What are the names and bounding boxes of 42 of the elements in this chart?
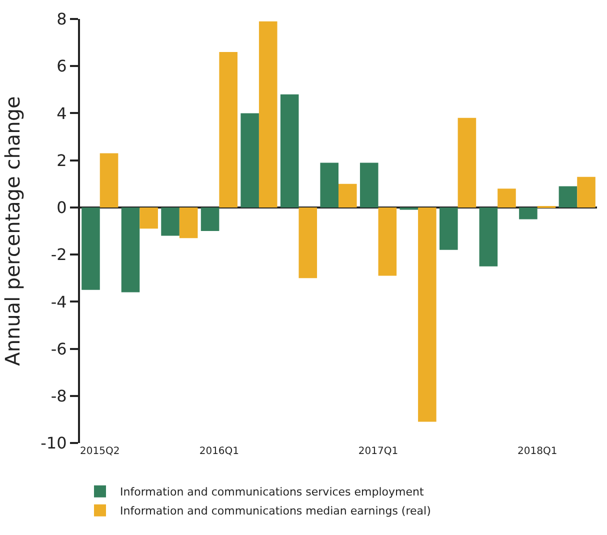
y-tick-label: 2 [56, 150, 67, 170]
y-tick-label: -2 [50, 245, 67, 264]
bar [320, 162, 338, 208]
x-tick-label: 2015Q2 [80, 446, 120, 457]
bar [440, 207, 458, 250]
bar [258, 21, 278, 208]
bar [298, 207, 318, 278]
y-tick-label: 0 [56, 198, 67, 218]
y-tick-label: 8 [56, 10, 67, 29]
bar [82, 207, 100, 290]
y-tick-label: 4 [56, 104, 67, 123]
y-axis-title: Annual percentage change [0, 96, 25, 366]
legend-label: Information and communications median earnings (real) [120, 504, 431, 518]
bar [558, 186, 578, 208]
bar [280, 94, 299, 208]
bar [519, 207, 538, 220]
y-tick-label: 6 [56, 56, 67, 76]
bar [338, 184, 357, 208]
bar [240, 113, 259, 208]
y-tick-label: -8 [50, 386, 67, 406]
legend-label: Information and communications services employment [120, 486, 425, 499]
bar [200, 207, 220, 231]
bar [179, 207, 198, 238]
y-tick-label: -10 [40, 434, 67, 453]
bar [378, 207, 397, 276]
bar [458, 118, 476, 208]
y-tick-label: -4 [50, 292, 67, 312]
bar [479, 207, 498, 266]
x-tick-label: 2018Q1 [518, 446, 558, 457]
bar [418, 207, 436, 422]
y-tick-label: -6 [50, 339, 67, 358]
bar [360, 162, 378, 208]
x-tick-label: 2017Q1 [358, 446, 398, 457]
bar [100, 153, 118, 208]
bar [498, 188, 516, 208]
bar [400, 207, 418, 210]
bar [140, 207, 158, 229]
bar [161, 207, 180, 236]
bar [219, 52, 238, 208]
bar [577, 176, 596, 208]
x-tick-label: 2016Q1 [199, 446, 240, 457]
bar [121, 207, 140, 292]
